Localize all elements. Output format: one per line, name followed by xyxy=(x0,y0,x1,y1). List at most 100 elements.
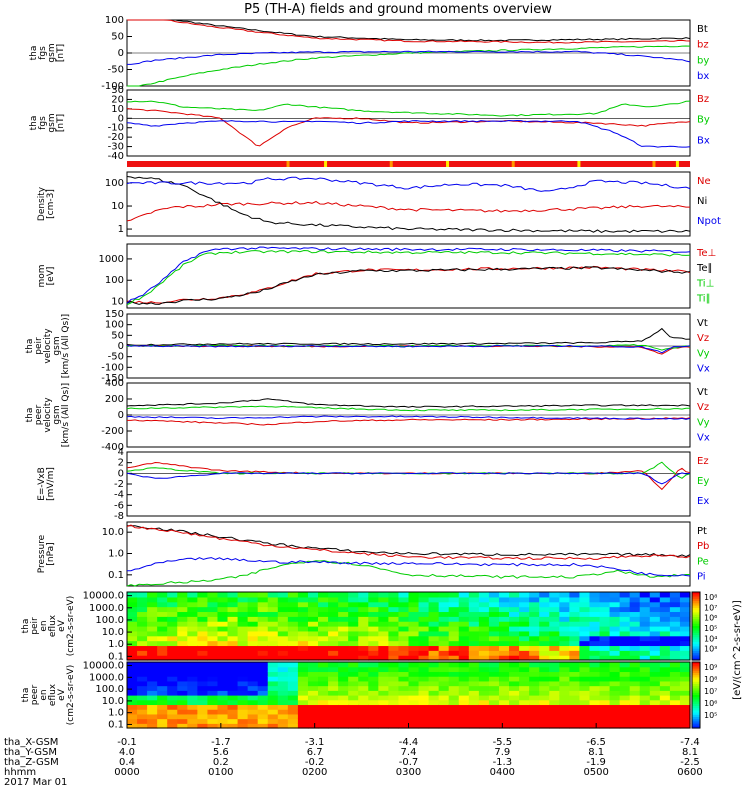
heatmap-cell xyxy=(167,640,178,647)
y-axis-label-line: en xyxy=(39,689,49,700)
heatmap-cell xyxy=(559,635,570,642)
heatmap-cell xyxy=(448,666,460,673)
heatmap-cell xyxy=(679,690,691,696)
heatmap-cell xyxy=(318,650,329,656)
heatmap-cell xyxy=(438,611,450,617)
heatmap-cell xyxy=(217,685,229,691)
heatmap-cell xyxy=(639,695,651,701)
heatmap-cell xyxy=(167,645,178,651)
heatmap-cell xyxy=(167,704,178,710)
heatmap-cell xyxy=(247,723,259,729)
heatmap-cell xyxy=(509,695,520,701)
heatmap-cell xyxy=(157,718,168,724)
heatmap-cell xyxy=(478,695,490,701)
y-tick-label: -200 xyxy=(101,426,124,437)
heatmap-cell xyxy=(398,671,410,677)
heatmap-cell xyxy=(609,626,621,632)
heatmap-cell xyxy=(237,650,249,656)
heatmap-cell xyxy=(147,606,158,613)
heatmap-cell xyxy=(428,718,440,724)
heatmap-cell xyxy=(318,616,329,622)
heatmap-cell xyxy=(519,616,530,622)
heatmap-cell xyxy=(529,645,540,651)
heatmap-cell xyxy=(297,695,309,701)
heatmap-cell xyxy=(338,723,349,729)
heatmap-cell xyxy=(307,650,319,656)
heatmap-cell xyxy=(559,640,570,647)
heatmap-cell xyxy=(488,699,500,706)
colorbar-cell xyxy=(692,601,700,604)
heatmap-cell xyxy=(629,709,641,715)
heatmap-cell xyxy=(137,695,148,701)
y-axis-label-line: en xyxy=(39,620,49,631)
heatmap-cell xyxy=(549,640,560,647)
heatmap-cell xyxy=(157,630,168,637)
x-row-value: -3.1 xyxy=(305,737,325,748)
heatmap-cell xyxy=(458,685,470,691)
y-tick-label: 10 xyxy=(111,297,124,308)
heatmap-cell xyxy=(207,699,219,706)
heatmap-cell xyxy=(629,723,641,729)
heatmap-cell xyxy=(488,685,500,691)
heatmap-cell xyxy=(619,621,631,627)
heatmap-cell xyxy=(609,685,621,691)
heatmap-cell xyxy=(599,695,611,701)
heatmap-cell xyxy=(187,671,198,677)
heatmap-cell xyxy=(207,666,219,673)
y-tick-label: 10.0 xyxy=(102,627,124,638)
date-label: 2017 Mar 01 xyxy=(4,777,67,788)
heatmap-cell xyxy=(519,709,530,715)
heatmap-cell xyxy=(529,704,540,710)
heatmap-cell xyxy=(348,606,359,613)
heatmap-cell xyxy=(318,723,329,729)
heatmap-cell xyxy=(659,596,671,603)
heatmap-cell xyxy=(307,645,319,651)
heatmap-cell xyxy=(639,616,651,622)
heatmap-cell xyxy=(569,723,581,729)
heatmap-cell xyxy=(679,713,691,720)
heatmap-cell xyxy=(247,645,259,651)
heatmap-cell xyxy=(177,630,188,637)
heatmap-cell xyxy=(167,596,178,603)
heatmap-cell xyxy=(187,635,198,642)
heatmap-cell xyxy=(237,718,249,724)
heatmap-cell xyxy=(468,606,480,613)
y-tick-label: -50 xyxy=(108,352,124,363)
status-mark xyxy=(652,161,656,167)
heatmap-cell xyxy=(257,655,269,661)
heatmap-cell xyxy=(649,680,661,687)
heatmap-cell xyxy=(318,606,329,613)
heatmap-cell xyxy=(629,611,641,617)
colorbar-tick-label: 10⁵ xyxy=(704,711,717,720)
heatmap-cell xyxy=(468,676,480,682)
legend-entry: Bz xyxy=(697,94,709,105)
heatmap-cell xyxy=(649,616,661,622)
heatmap-cell xyxy=(177,699,188,706)
heatmap-cell xyxy=(428,695,440,701)
heatmap-cell xyxy=(277,723,289,729)
series-ex-line xyxy=(126,472,691,485)
heatmap-cell xyxy=(187,621,198,627)
heatmap-cell xyxy=(458,645,470,651)
heatmap-cell xyxy=(167,662,178,668)
heatmap-cell xyxy=(519,596,530,603)
heatmap-cell xyxy=(307,606,319,613)
heatmap-cell xyxy=(649,611,661,617)
heatmap-cell xyxy=(328,630,339,637)
x-row-value: -4.4 xyxy=(399,737,419,748)
heatmap-cell xyxy=(519,601,530,608)
heatmap-cell xyxy=(539,699,550,706)
heatmap-cell xyxy=(368,676,379,682)
legend-entry: Te⊥ xyxy=(696,248,716,259)
heatmap-cell xyxy=(277,662,289,668)
heatmap-cell xyxy=(428,606,440,613)
colorbar-cell xyxy=(692,690,700,694)
colorbar-cell xyxy=(692,688,700,692)
heatmap-cell xyxy=(267,695,279,701)
heatmap-cell xyxy=(458,709,470,715)
heatmap-cell xyxy=(338,596,349,603)
heatmap-cell xyxy=(599,592,611,598)
heatmap-cell xyxy=(478,690,490,696)
heatmap-cell xyxy=(217,666,229,673)
heatmap-cell xyxy=(297,640,309,647)
